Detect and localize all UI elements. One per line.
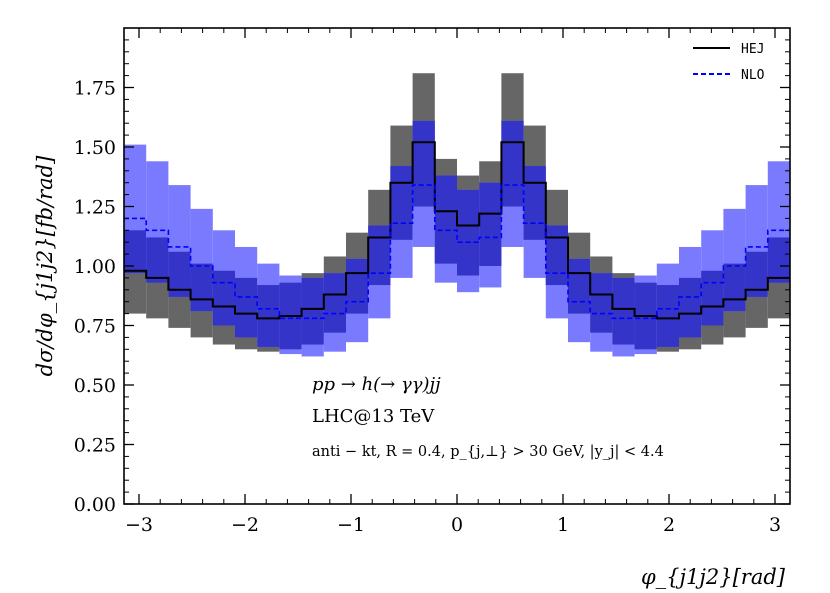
x-tick-label: −2 [231, 514, 259, 536]
overlap-band-bin [190, 263, 213, 312]
overlap-band-bin [257, 285, 280, 347]
overlap-band-bin [590, 273, 613, 333]
overlap-band-bin [545, 225, 568, 286]
overlap-band-bin [612, 277, 635, 345]
central-lines [124, 141, 790, 320]
annotation-process: pp → h(→ γγ)jj [312, 374, 441, 395]
y-tick-label: 1.25 [74, 197, 116, 219]
overlap-band-bin [523, 166, 546, 240]
overlap-band-bin [412, 120, 435, 207]
annotation-cuts: anti − kt, R = 0.4, p_{j,⊥} > 30 GeV, |y… [312, 444, 664, 460]
overlap-band-bin [368, 225, 391, 286]
x-tick-label: 2 [663, 514, 675, 536]
overlap-band-bin [501, 120, 524, 207]
x-tick-label: −3 [125, 514, 153, 536]
legend-label-hej: HEJ [741, 42, 764, 57]
x-tick-labels: −3 −2 −1 0 1 2 3 [125, 514, 781, 536]
y-tick-label: 0.50 [74, 375, 116, 397]
y-tick-label: 1.00 [74, 256, 116, 278]
legend: HEJ NLO [693, 42, 765, 83]
y-tick-label: 1.75 [74, 78, 116, 100]
overlap-band-bin [457, 189, 480, 276]
overlap-band-bin [723, 263, 746, 312]
annotation-collider: LHC@13 TeV [312, 406, 435, 427]
overlap-band-bin [745, 251, 768, 297]
x-tick-label: 0 [451, 514, 463, 536]
overlap-band-bin [679, 277, 702, 338]
overlap-band-bin [656, 285, 679, 347]
overlap-band-bin [701, 270, 724, 326]
y-tick-label: 0.00 [74, 494, 116, 516]
overlap-band-bin [568, 258, 591, 314]
overlap-band-bin [146, 237, 169, 283]
overlap-band-bin [390, 166, 413, 240]
overlap-band-bin [767, 237, 790, 283]
hej-line [124, 141, 790, 320]
overlap-band-bin [124, 230, 147, 274]
legend-label-nlo: NLO [741, 68, 765, 83]
overlap-band-bin [301, 277, 324, 345]
x-axis-title: φ_{j1j2}[rad] [641, 565, 786, 589]
overlap-band-bin [168, 251, 191, 297]
x-tick-label: 3 [769, 514, 781, 536]
y-tick-label: 0.25 [74, 435, 116, 457]
y-axis-title: dσ/dφ_{j1j2}[fb/rad] [33, 155, 57, 376]
overlap-band-bin [346, 258, 369, 314]
overlap-band-bin [434, 175, 457, 264]
overlap-band-bin [235, 277, 258, 338]
overlap-band-bin [323, 273, 346, 333]
y-tick-label: 1.50 [74, 137, 116, 159]
nlo-line [124, 184, 790, 320]
y-tick-label: 0.75 [74, 316, 116, 338]
overlap-band-bin [479, 182, 502, 266]
overlap-band-bin [212, 270, 235, 326]
axis-ticks [124, 28, 790, 505]
y-tick-labels: 0.00 0.25 0.50 0.75 1.00 1.25 1.50 1.75 [74, 78, 116, 517]
x-tick-label: 1 [557, 514, 569, 536]
x-tick-label: −1 [337, 514, 365, 536]
